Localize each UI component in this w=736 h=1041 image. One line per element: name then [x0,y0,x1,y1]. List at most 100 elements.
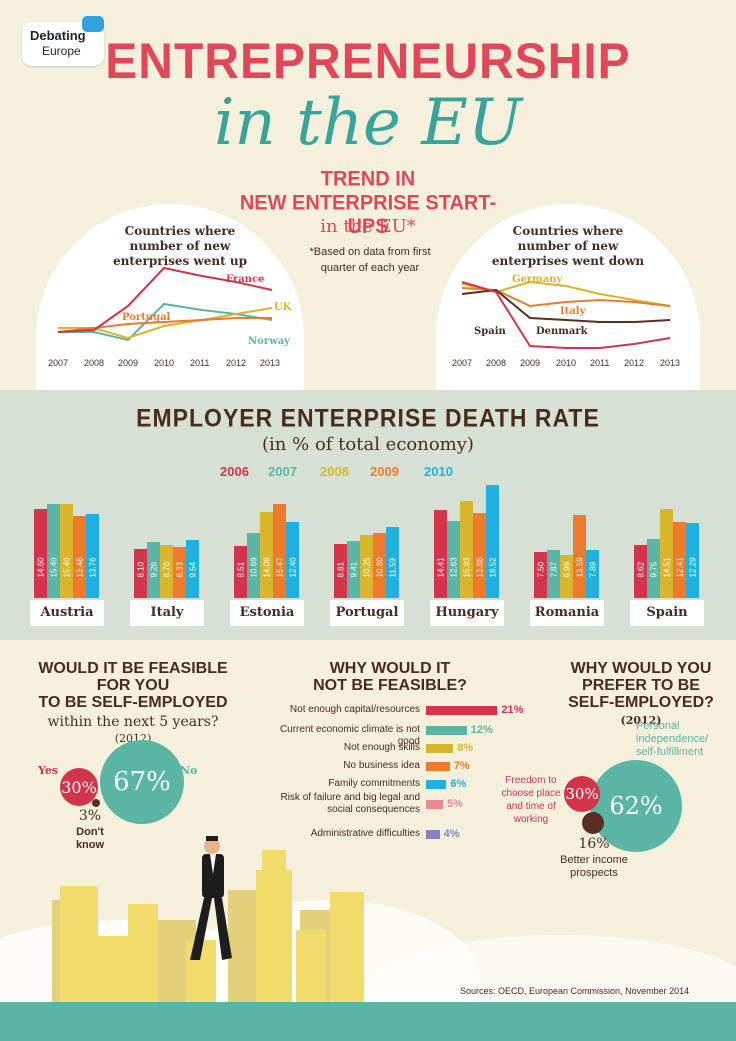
germany-label: Germany [512,274,564,285]
yes-label: Yes [38,764,59,777]
bar-hungary-2007: 12.63 [447,520,460,598]
country-label-spain: Spain [630,600,704,626]
svg-text:2011: 2011 [190,358,209,368]
footer-band [0,1002,736,1041]
italy-label: Italy [560,306,587,317]
bar-portugal-2006: 8.81 [334,544,347,598]
legend-2009: 2009 [370,464,399,479]
why-prefer-title: WHY WOULD YOU PREFER TO BE SELF-EMPLOYED… [568,660,714,727]
trend-title-line2: NEW ENTERPRISE START-UPS [239,191,497,239]
country-label-portugal: Portugal [330,600,404,626]
bar-spain-2009: 12.41 [673,522,686,598]
bar-italy-2008: 8.70 [160,544,173,598]
denmark-line [461,288,671,323]
reason-value: 21% [501,704,524,716]
denmark-label: Denmark [536,326,589,337]
svg-text:2008: 2008 [84,358,104,368]
no-circle: 67% [100,740,184,824]
why-not-title: WHY WOULD IT NOT BE FEASIBLE? [313,660,467,694]
bar-romania-2010: 7.89 [586,549,599,598]
reason-value: 6% [450,778,467,790]
reason-label: No business idea [343,760,420,771]
debating-europe-logo[interactable]: Debating Europe [22,16,104,66]
country-label-romania: Romania [530,600,604,626]
country-label-austria: Austria [30,600,104,626]
svg-text:2009: 2009 [520,358,540,368]
legend-2006: 2006 [220,464,249,479]
reason-bar [426,800,443,809]
income-circle [582,812,604,834]
income-value: 16% [578,836,610,852]
bar-italy-2007: 9.26 [147,541,160,598]
svg-text:2007: 2007 [452,358,472,368]
bar-romania-2008: 6.99 [560,555,573,598]
svg-text:2010: 2010 [556,358,576,368]
france-label: France [226,274,264,285]
independence-circle: 62% [590,760,682,852]
dont-know-value: 3% [78,808,102,824]
bar-estonia-2010: 12.40 [286,522,299,598]
death-rate-band [0,390,736,640]
svg-text:2012: 2012 [226,358,246,368]
speech-bubble-icon [82,16,104,32]
bar-estonia-2007: 10.69 [247,532,260,598]
bar-hungary-2006: 14.41 [434,510,447,598]
svg-text:2008: 2008 [486,358,506,368]
legend-2007: 2007 [268,464,297,479]
reason-label: Not enough capital/resources [289,704,420,715]
income-label: Better income prospects [560,854,628,879]
bar-austria-2007: 15.40 [47,504,60,598]
trend-note: *Based on data from first quarter of eac… [309,246,431,274]
went-up-years: 2007 2008 2009 2010 2011 2012 2013 [48,358,280,368]
portugal-label: Portugal [122,312,171,323]
trend-title-line1: TREND IN [320,167,416,192]
reason-value: 5% [447,798,463,810]
reason-value: 8% [457,742,474,754]
reason-bar [426,726,467,735]
bar-portugal-2010: 11.59 [386,527,399,598]
bar-estonia-2006: 8.51 [234,546,247,598]
reason-bar [426,762,450,771]
uk-label: UK [274,302,292,313]
freedom-circle: 30% [564,776,600,812]
portugal-line [57,317,272,333]
reason-label: Administrative difficulties [310,828,420,839]
svg-text:2011: 2011 [590,358,609,368]
bar-spain-2006: 8.62 [634,545,647,598]
france-line [57,266,273,333]
no-label: No [180,764,198,777]
yes-circle: 30% [60,768,98,806]
bar-austria-2006: 14.60 [34,508,47,598]
independence-label: Personal independence/ self-fulfillment [636,720,709,758]
svg-text:2010: 2010 [154,358,174,368]
went-up-label: Countries where number of new enterprise… [113,224,247,268]
main-title-script: in the EU [214,86,522,160]
reason-value: 7% [453,760,470,772]
bar-austria-2008: 15.40 [60,504,73,598]
death-rate-title: EMPLOYER ENTERPRISE DEATH RATE [136,403,600,433]
bar-portugal-2009: 10.60 [373,533,386,598]
city-illustration [0,836,736,1002]
spain-line [461,281,671,349]
bar-hungary-2009: 13.88 [473,513,486,598]
feasible-title: WOULD IT BE FEASIBLE FOR YOU TO BE SELF-… [38,660,228,711]
reason-bar [426,830,440,839]
country-label-estonia: Estonia [230,600,304,626]
went-down-chart: Germany Italy Denmark Spain 2007 2008 20… [452,274,680,368]
trend-title: TREND IN NEW ENTERPRISE START-UPS [230,167,506,238]
reason-value: 4% [443,828,460,840]
reason-label: Family commitments [328,778,420,789]
bar-italy-2006: 8.10 [134,548,147,598]
reason-bar [426,706,498,715]
bar-romania-2007: 7.87 [547,549,560,598]
bar-hungary-2008: 15.93 [460,500,473,598]
went-down-years: 2007 2008 2009 2010 2011 2012 2013 [452,358,680,368]
reason-label: Current economic climate is not good [279,724,420,747]
country-label-italy: Italy [130,600,204,626]
bar-hungary-2010: 18.52 [486,485,499,598]
bar-spain-2008: 14.51 [660,509,673,598]
bar-italy-2009: 8.33 [173,547,186,598]
logo-line2: Europe [42,44,81,58]
legend-2010: 2010 [424,464,453,479]
feasible-subtitle: within the next 5 years? [47,714,219,730]
